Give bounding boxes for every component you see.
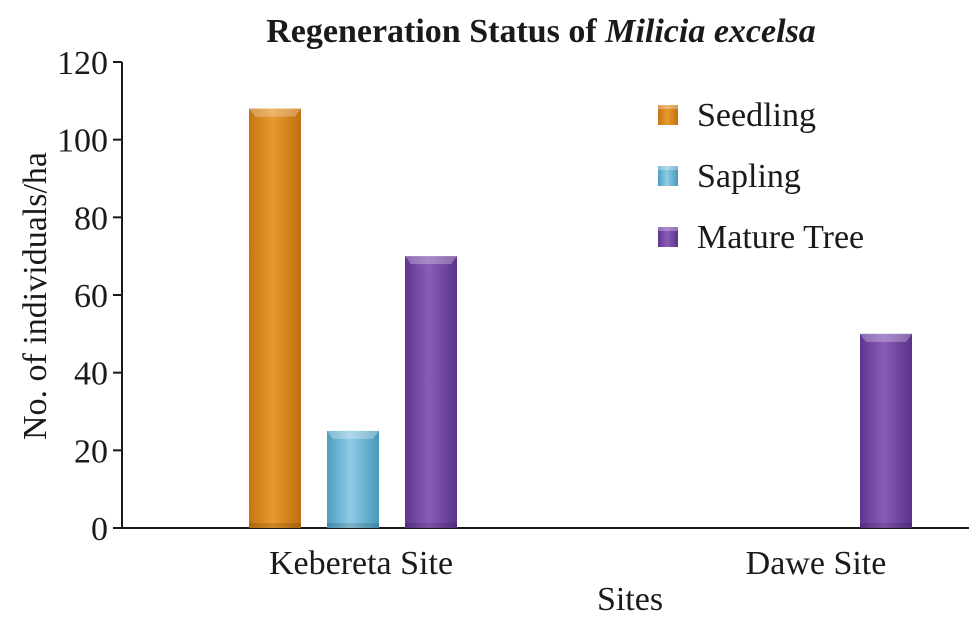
bar-mature-tree-dawe-site <box>860 333 912 528</box>
bar-mature-tree-dawe-site-base <box>860 523 912 528</box>
y-tick-label-100: 100 <box>57 123 108 160</box>
bar-sapling-kebereta-site-base <box>327 523 379 528</box>
x-ticks: Kebereta Site Dawe Site <box>269 545 886 582</box>
x-tick-label-dawe-site: Dawe Site <box>746 545 887 582</box>
bar-seedling-kebereta-site-body <box>249 108 301 528</box>
legend-swatch-cap-mature-tree <box>658 227 678 231</box>
bar-mature-tree-dawe-site-body <box>860 333 912 528</box>
bar-sapling-kebereta-site <box>327 430 379 528</box>
legend-swatch-seedling <box>658 105 678 125</box>
legend-item-seedling: Seedling <box>658 97 816 134</box>
legend-swatch-cap-sapling <box>658 166 678 170</box>
legend-label-mature-tree: Mature Tree <box>697 219 864 256</box>
bar-sapling-kebereta-site-cap <box>327 430 379 439</box>
y-axis-title: No. of individuals/ha <box>17 152 54 440</box>
legend-item-sapling: Sapling <box>658 158 801 195</box>
legend-item-mature-tree: Mature Tree <box>658 219 864 256</box>
y-tick-label-0: 0 <box>91 511 108 548</box>
y-tick-label-60: 60 <box>74 278 108 315</box>
bar-seedling-kebereta-site-base <box>249 523 301 528</box>
bar-mature-tree-kebereta-site-body <box>405 256 457 528</box>
legend-swatch-cap-seedling <box>658 105 678 109</box>
y-tick-label-40: 40 <box>74 356 108 393</box>
bars <box>249 108 912 528</box>
legend-swatch-sapling <box>658 166 678 186</box>
legend-label-seedling: Seedling <box>697 97 816 134</box>
y-tick-label-20: 20 <box>74 433 108 470</box>
bar-mature-tree-dawe-site-cap <box>860 333 912 342</box>
y-ticks: 0 20 40 60 80 100 120 <box>57 45 122 548</box>
legend-swatch-mature-tree <box>658 227 678 247</box>
chart-title-species: Milicia excelsa <box>604 13 816 50</box>
bar-sapling-kebereta-site-body <box>327 430 379 528</box>
x-tick-label-kebereta-site: Kebereta Site <box>269 545 453 582</box>
legend-label-sapling: Sapling <box>697 158 801 195</box>
bar-mature-tree-kebereta-site-cap <box>405 256 457 265</box>
chart-title: Regeneration Status of Milicia excelsa <box>266 13 816 50</box>
x-axis-title: Sites <box>597 581 663 618</box>
bar-mature-tree-kebereta-site <box>405 256 457 528</box>
y-tick-label-120: 120 <box>57 45 108 82</box>
y-tick-label-80: 80 <box>74 200 108 237</box>
chart-title-main: Regeneration Status of <box>266 13 605 50</box>
bar-seedling-kebereta-site-cap <box>249 108 301 117</box>
bar-mature-tree-kebereta-site-base <box>405 523 457 528</box>
legend: Seedling Sapling Mature Tree <box>658 97 864 256</box>
bar-seedling-kebereta-site <box>249 108 301 528</box>
